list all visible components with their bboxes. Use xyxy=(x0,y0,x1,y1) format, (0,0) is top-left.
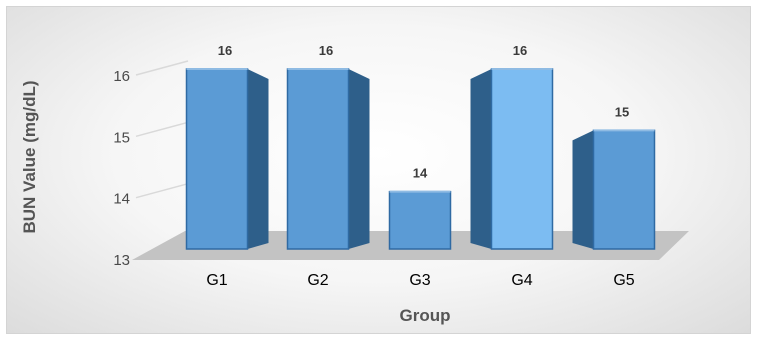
bar-side-face xyxy=(247,69,269,249)
gridlines xyxy=(135,60,189,260)
y-tick-label: 16 xyxy=(113,68,130,85)
bar-front-face xyxy=(185,68,249,250)
gridline xyxy=(135,182,189,199)
bar-front-face xyxy=(286,68,350,250)
bar-side-face xyxy=(470,69,492,249)
gridline xyxy=(135,121,189,138)
data-label: 16 xyxy=(218,43,232,58)
x-tick-label: G2 xyxy=(307,272,328,289)
bar-G2 xyxy=(286,68,370,250)
y-axis-label: BUN Value (mg/dL) xyxy=(20,80,39,233)
x-tick-label: G5 xyxy=(613,272,634,289)
x-tick-label: G1 xyxy=(206,272,227,289)
bar-front-face xyxy=(592,129,656,250)
bar-G4 xyxy=(470,68,554,250)
bar-G5 xyxy=(572,129,656,250)
y-tick-label: 15 xyxy=(113,129,130,146)
x-axis-label: Group xyxy=(400,306,451,325)
x-tick-label: G4 xyxy=(511,272,532,289)
bar-chart: 13 14 15 16 G1 G2 G3 G4 G5 16 16 14 16 15 BUN Value… xyxy=(20,43,689,325)
y-axis-ticks: 13 14 15 16 xyxy=(113,68,130,269)
x-tick-label: G3 xyxy=(409,272,430,289)
bar-side-face xyxy=(348,69,370,249)
bar-front-face xyxy=(388,190,452,250)
data-label: 16 xyxy=(319,43,333,58)
x-axis-ticks: G1 G2 G3 G4 G5 xyxy=(206,272,634,289)
data-label: 14 xyxy=(413,166,428,181)
bar-side-face xyxy=(572,130,594,249)
chart-area: 13 14 15 16 G1 G2 G3 G4 G5 16 16 14 16 15 BUN Value… xyxy=(6,6,751,334)
data-label: 16 xyxy=(513,43,527,58)
data-labels: 16 16 14 16 15 xyxy=(218,43,629,181)
bar-front-face xyxy=(490,68,554,250)
data-label: 15 xyxy=(615,104,629,119)
y-tick-label: 14 xyxy=(113,191,130,208)
bar-G3 xyxy=(388,190,452,250)
y-tick-label: 13 xyxy=(113,252,130,269)
gridline xyxy=(135,60,189,76)
bar-G1 xyxy=(185,68,269,250)
bars xyxy=(185,68,656,250)
